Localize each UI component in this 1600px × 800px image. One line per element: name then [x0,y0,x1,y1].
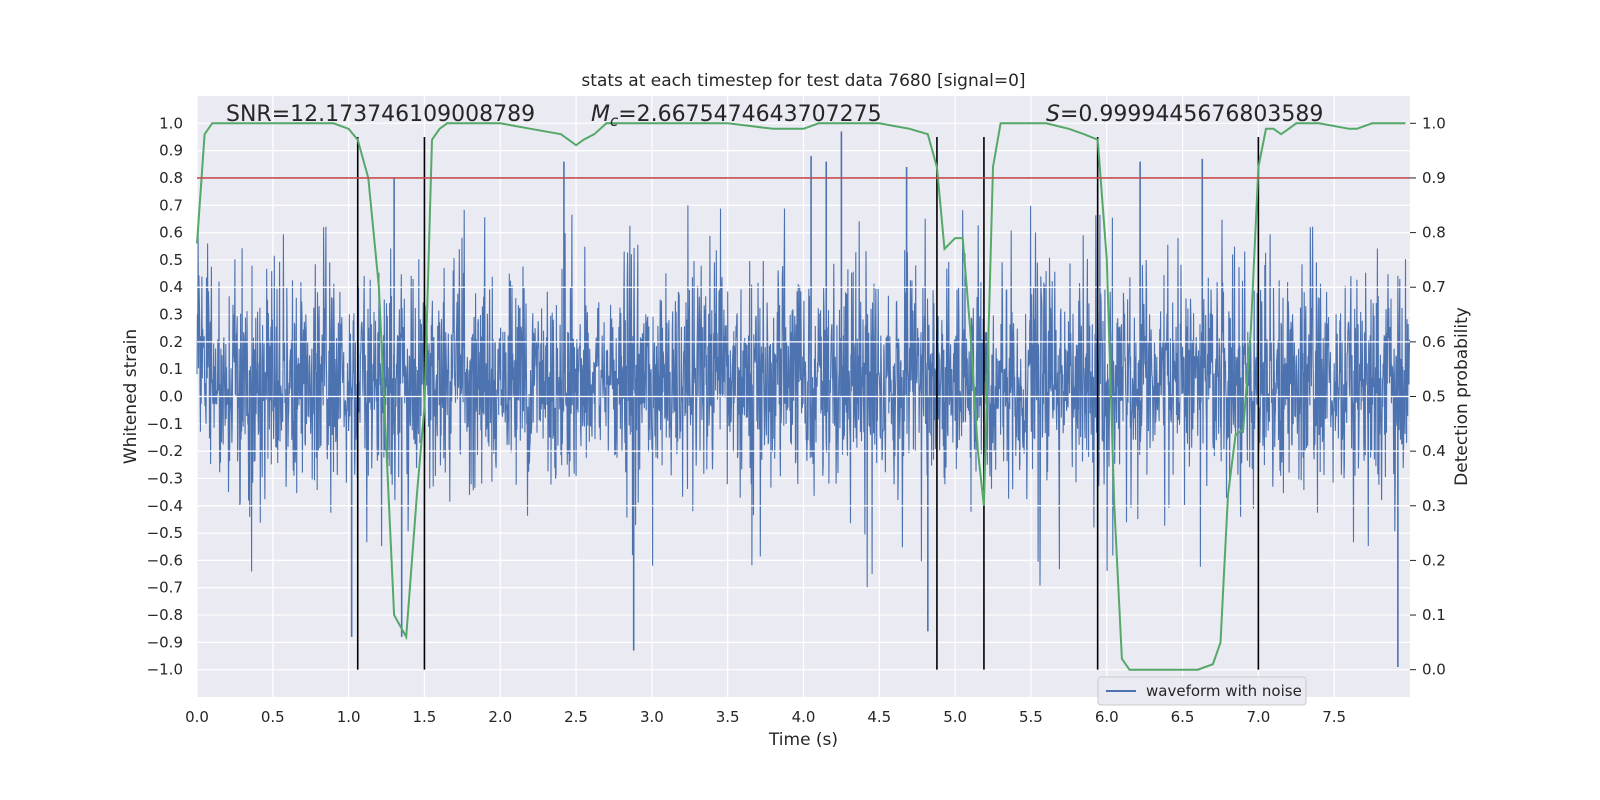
legend-box [1097,676,1307,706]
snr-annotation: SNR=12.173746109008789 [226,102,535,127]
y2-tick-label: 0.5 [1422,388,1446,406]
y-tick-label: 0.3 [159,306,183,324]
y2-tick-label: 0.0 [1422,661,1446,679]
x-axis-ticks: 0.0 0.5 1.0 1.5 2.0 2.5 3.0 3.5 4.0 4.5 5.0 5.5 6.0 6… [185,708,1346,726]
legend: waveform with noise [1097,676,1307,706]
y-tick-label: 0.0 [159,388,183,406]
probability-series [196,122,1410,671]
x-tick-label: 3.5 [716,708,740,726]
y-tick-label: 0.2 [159,333,183,351]
y-axis-label: Whitened strain [121,329,141,464]
y-tick-label: 0.7 [159,196,183,214]
y-tick-label: 0.8 [159,169,183,187]
mc-symbol: M [591,102,610,127]
x-tick-label: 7.5 [1322,708,1346,726]
y-tick-label: −0.7 [147,579,183,597]
y-tick-label: 0.6 [159,224,183,242]
x-tick-label: 0.5 [261,708,285,726]
s-value: =0.9999445676803589 [1060,102,1323,127]
y2-tick-label: 0.1 [1422,606,1446,624]
y-tick-label: 0.9 [159,142,183,160]
y2-axis-ticks: 1.0 0.9 0.8 0.7 0.6 0.5 0.4 0.3 0.2 0.1 0.0 [1410,114,1446,679]
probability-line [196,122,1406,671]
x-tick-label: 4.0 [792,708,816,726]
y2-tick-label: 0.6 [1422,333,1446,351]
y-tick-label: −0.1 [147,415,183,433]
x-tick-label: 6.0 [1095,708,1119,726]
y-tick-label: −0.8 [147,606,183,624]
y2-tick-label: 0.7 [1422,278,1446,296]
x-tick-label: 1.0 [337,708,361,726]
legend-entry-waveform: waveform with noise [1146,682,1302,700]
chart-title: stats at each timestep for test data 768… [581,71,1025,91]
y-tick-label: −1.0 [147,661,183,679]
x-tick-label: 2.5 [564,708,588,726]
waveform-line [196,205,1411,588]
y-tick-label: −0.2 [147,442,183,460]
x-tick-label: 0.0 [185,708,209,726]
x-tick-label: 6.5 [1171,708,1195,726]
y-axis-ticks: 1.0 0.9 0.8 0.7 0.6 0.5 0.4 0.3 0.2 0.1 0.0 −0.1 −0.… [147,114,183,678]
y2-tick-label: 0.4 [1422,442,1446,460]
x-tick-label: 2.0 [488,708,512,726]
y-tick-label: 0.4 [159,278,183,296]
s-annotation: S=0.9999445676803589 [1046,102,1323,127]
y2-tick-label: 0.8 [1422,224,1446,242]
y-tick-label: −0.3 [147,469,183,487]
x-axis-label: Time (s) [768,730,838,750]
x-tick-label: 7.0 [1246,708,1270,726]
s-symbol: S [1046,102,1060,127]
chirp-mass-annotation: Mc=2.6675474643707275 [591,102,882,130]
y-tick-label: −0.4 [147,497,183,515]
y-tick-label: 0.5 [159,251,183,269]
x-tick-label: 4.5 [867,708,891,726]
mc-subscript: c [610,112,619,130]
y2-tick-label: 0.9 [1422,169,1446,187]
x-tick-label: 3.0 [640,708,664,726]
y2-tick-label: 0.2 [1422,551,1446,569]
y2-axis-label: Detection probability [1452,307,1472,486]
x-tick-label: 5.0 [943,708,967,726]
y-tick-label: −0.6 [147,551,183,569]
x-tick-label: 5.5 [1019,708,1043,726]
x-tick-label: 1.5 [413,708,437,726]
y2-tick-label: 0.3 [1422,497,1446,515]
y-tick-label: −0.5 [147,524,183,542]
y-tick-label: −0.9 [147,633,183,651]
y-tick-label: 1.0 [159,114,183,132]
waveform-series [196,131,1411,667]
mc-value: =2.6675474643707275 [618,102,881,127]
y2-tick-label: 1.0 [1422,114,1446,132]
y-tick-label: 0.1 [159,360,183,378]
